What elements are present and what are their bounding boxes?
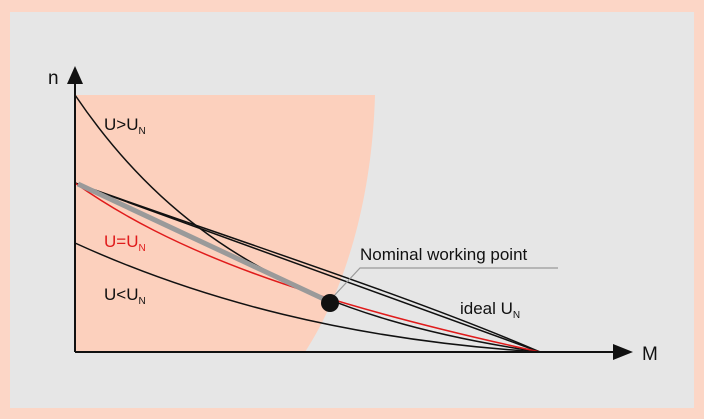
x-arrow — [613, 344, 633, 360]
curve-low — [74, 242, 541, 353]
annotation: Nominal working point — [360, 245, 528, 264]
label-main: U=U — [104, 232, 138, 251]
label-main: ideal U — [460, 299, 513, 318]
x-label: M — [642, 344, 658, 365]
curve-upper — [74, 182, 541, 353]
working-point — [321, 294, 339, 312]
curve-label: ideal UN — [460, 299, 520, 321]
curve-label: U>UN — [104, 115, 146, 137]
label-sub: N — [138, 126, 145, 137]
label-main: U>U — [104, 115, 138, 134]
curve-label: U=UN — [104, 232, 146, 254]
label-sub: N — [138, 243, 145, 254]
label-sub: N — [138, 296, 145, 307]
curve-ideal — [74, 182, 541, 353]
operating-segment — [76, 181, 330, 304]
y-label: n — [48, 68, 59, 89]
leader-line — [331, 267, 558, 299]
y-arrow — [67, 66, 83, 84]
label-main: U<U — [104, 285, 138, 304]
curve-label: U<UN — [104, 285, 146, 307]
curve-nominal — [74, 182, 541, 353]
label-sub: N — [513, 310, 520, 321]
